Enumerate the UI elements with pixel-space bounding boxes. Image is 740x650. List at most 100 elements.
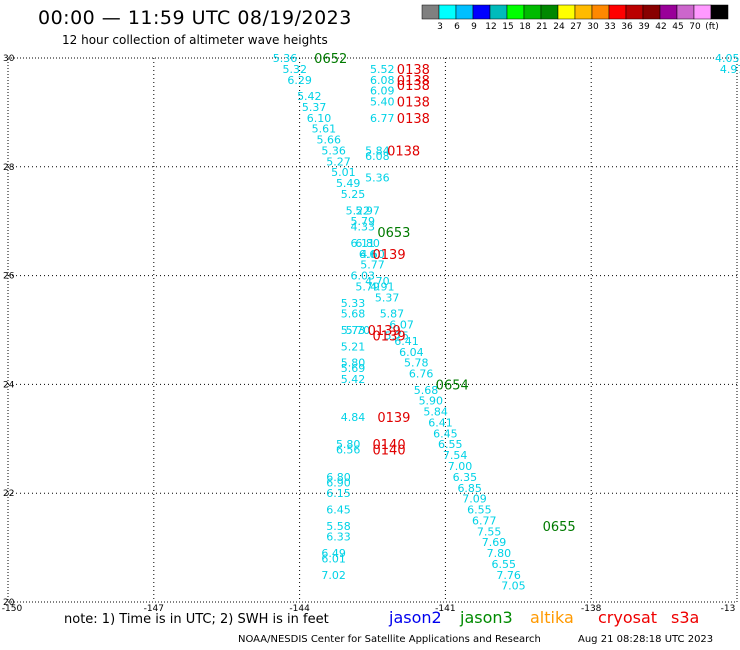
legend-label: 24 bbox=[553, 22, 565, 32]
legend-swatch bbox=[710, 4, 729, 20]
time-label: 0140 bbox=[373, 444, 406, 459]
swh-value: 7.76 bbox=[496, 569, 521, 582]
lat-tick-label: 20 bbox=[3, 598, 15, 608]
swh-value: 5.49 bbox=[336, 177, 361, 190]
swh-value: 5.73 bbox=[341, 324, 366, 337]
swh-value: 5.33 bbox=[341, 297, 366, 310]
swh-value: 7.02 bbox=[321, 569, 346, 582]
swh-value: 6.55 bbox=[438, 438, 463, 451]
legend-swatch bbox=[574, 4, 593, 20]
legend-swatch bbox=[608, 4, 627, 20]
swh-value: 5.78 bbox=[404, 357, 429, 370]
swh-value: 6.80 bbox=[326, 471, 351, 484]
legend-swatch bbox=[557, 4, 576, 20]
footer-timestamp: Aug 21 08:28:18 UTC 2023 bbox=[578, 634, 714, 645]
time-label: 0138 bbox=[397, 63, 430, 78]
swh-value: 5.75 bbox=[385, 329, 410, 342]
map-frame bbox=[7, 57, 738, 603]
legend-label: 33 bbox=[604, 22, 615, 32]
time-label: 0138 bbox=[397, 79, 430, 94]
legend-swatch bbox=[659, 4, 678, 20]
footer-credit: NOAA/NESDIS Center for Satellite Applica… bbox=[238, 634, 541, 645]
time-label: 0139 bbox=[377, 411, 410, 426]
lat-tick-label: 28 bbox=[3, 163, 15, 173]
swh-value: 5.77 bbox=[360, 259, 385, 272]
legend-label: 36 bbox=[621, 22, 633, 32]
swh-value: 5.25 bbox=[341, 188, 366, 201]
axis-tick-labels: -150 -147 -144 -141 -138 -13 30 28 26 24 22 20 bbox=[2, 54, 736, 614]
swh-value: 7.09 bbox=[462, 493, 487, 506]
swh-value: 7.00 bbox=[448, 460, 473, 473]
swh-value: 5.80 bbox=[341, 357, 366, 370]
swh-value: 5.27 bbox=[326, 155, 351, 168]
lon-tick-label: -144 bbox=[289, 604, 310, 614]
mission-jason3: jason3 bbox=[460, 608, 513, 627]
swh-value: 6.6 bbox=[359, 248, 377, 261]
legend-swatch bbox=[438, 4, 457, 20]
swh-value: 5.36 bbox=[273, 52, 298, 65]
legend-swatch bbox=[421, 4, 440, 20]
time-label: 0138 bbox=[397, 74, 430, 89]
time-label: 0655 bbox=[543, 520, 576, 535]
legend-label: 42 bbox=[655, 22, 666, 32]
swh-value: 5.97 bbox=[355, 204, 380, 217]
swh-value: 5.22 bbox=[346, 204, 371, 217]
swh-value: 5.40 bbox=[370, 96, 395, 109]
swh-value: 5.36 bbox=[321, 144, 346, 157]
legend-label: 27 bbox=[570, 22, 581, 32]
swh-value: 5.69 bbox=[341, 362, 366, 375]
swh-value: 6.33 bbox=[326, 531, 351, 544]
legend-label: 6 bbox=[454, 22, 460, 32]
swh-value: 4.70 bbox=[365, 275, 390, 288]
swh-value: 6.85 bbox=[457, 482, 482, 495]
time-label: 0138 bbox=[397, 96, 430, 111]
lon-tick-label: -150 bbox=[2, 604, 23, 614]
swh-value: 6.07 bbox=[389, 319, 414, 332]
swh-value: 5.90 bbox=[419, 395, 444, 408]
swh-value: 6.03 bbox=[351, 270, 376, 283]
swh-value: 5.37 bbox=[302, 101, 327, 114]
legend-label: 21 bbox=[536, 22, 547, 32]
time-label: 0139 bbox=[373, 248, 406, 263]
swh-value: 6.45 bbox=[433, 427, 458, 440]
swh-value: 6.49 bbox=[321, 547, 346, 560]
swh-value: 5.66 bbox=[317, 134, 342, 147]
swh-value: 6.90 bbox=[326, 476, 351, 489]
swh-value: 6.77 bbox=[472, 514, 497, 527]
footer-note: note: 1) Time is in UTC; 2) SWH is in fe… bbox=[64, 612, 329, 627]
legend-label: 3 bbox=[437, 22, 443, 32]
time-label: 0139 bbox=[373, 329, 406, 344]
swh-value: 5.79 bbox=[355, 280, 380, 293]
swh-value: 6.55 bbox=[467, 504, 492, 517]
swh-value: 6.56 bbox=[336, 444, 361, 457]
legend-label: 45 bbox=[672, 22, 683, 32]
legend-swatch bbox=[676, 4, 695, 20]
swh-value: 6.55 bbox=[491, 558, 516, 571]
swh-value: 5.58 bbox=[326, 520, 351, 533]
swh-value: 5.79 bbox=[351, 215, 376, 228]
swh-value: 5.68 bbox=[341, 308, 366, 321]
legend-swatch bbox=[472, 4, 491, 20]
swh-value: 6.01 bbox=[321, 552, 346, 565]
mission-s3a: s3a bbox=[671, 608, 700, 627]
swh-value: 6.09 bbox=[370, 85, 395, 98]
swh-value: 7.54 bbox=[443, 449, 468, 462]
lat-tick-label: 30 bbox=[3, 54, 15, 64]
legend-swatch bbox=[540, 4, 559, 20]
color-scale-legend: 3 6 9 12 15 18 21 24 27 30 33 36 39 42 45 70 (ft) bbox=[421, 4, 729, 32]
swh-value: 5.21 bbox=[341, 340, 366, 353]
swh-value: 5.84 bbox=[365, 144, 390, 157]
mission-jason2: jason2 bbox=[389, 608, 442, 627]
swh-value: 5.70 bbox=[346, 324, 371, 337]
legend-label: 18 bbox=[519, 22, 531, 32]
time-label: 0138 bbox=[387, 144, 420, 159]
swh-value: 6.15 bbox=[326, 487, 351, 500]
swh-value: 5.84 bbox=[423, 406, 448, 419]
time-label: 0653 bbox=[377, 226, 410, 241]
time-label: 0654 bbox=[436, 378, 469, 393]
legend-label: (ft) bbox=[705, 22, 719, 32]
swh-value: 6.45 bbox=[326, 504, 351, 517]
swh-value: 4.84 bbox=[341, 411, 366, 424]
legend-swatch bbox=[523, 4, 542, 20]
